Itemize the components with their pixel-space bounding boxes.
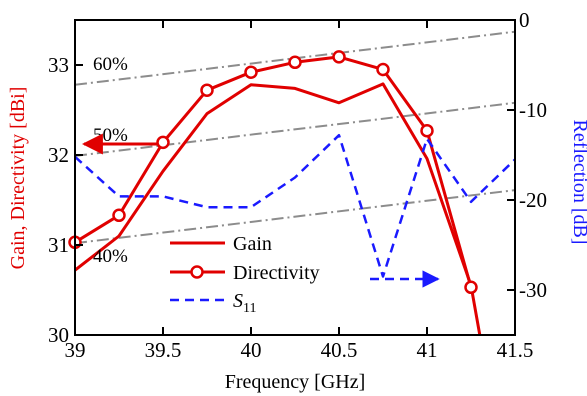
series-directivity-line bbox=[75, 55, 473, 288]
y-left-tick-label: 31 bbox=[48, 233, 69, 257]
efficiency-label-60pct: 60% bbox=[93, 54, 128, 75]
series-layer bbox=[75, 55, 515, 335]
directivity-point bbox=[200, 83, 214, 97]
y-right-tick-label: -30 bbox=[519, 278, 547, 302]
directivity-point bbox=[288, 55, 302, 70]
series-s11-line bbox=[75, 133, 515, 278]
x-tick-label: 39.5 bbox=[145, 338, 182, 362]
x-tick-label: 40.5 bbox=[321, 338, 358, 362]
directivity-point bbox=[376, 62, 390, 77]
y-left-axis-label: Gain, Directivity [dBi] bbox=[7, 87, 29, 270]
y-left-axis-ticks: 30 31 32 33 bbox=[48, 53, 83, 347]
x-tick-label: 41.5 bbox=[497, 338, 534, 362]
legend: Gain Directivity S11 bbox=[170, 233, 320, 316]
efficiency-line-40pct bbox=[75, 189, 515, 245]
y-left-tick-label: 32 bbox=[48, 143, 69, 167]
legend-directivity-marker bbox=[190, 265, 204, 279]
legend-s11-main: S bbox=[233, 290, 243, 312]
series-gain-line bbox=[75, 82, 482, 335]
legend-gain-label: Gain bbox=[233, 233, 272, 255]
x-tick-label: 39 bbox=[65, 338, 86, 362]
directivity-point bbox=[156, 135, 170, 150]
y-right-tick-label: 0 bbox=[519, 8, 530, 32]
marker-layer bbox=[68, 50, 478, 295]
efficiency-label-40pct: 40% bbox=[93, 246, 128, 267]
plot-frame bbox=[74, 19, 516, 336]
x-tick-label: 40 bbox=[241, 338, 262, 362]
legend-s11-label: S11 bbox=[233, 290, 256, 316]
x-axis-ticks: 39 39.5 40 40.5 41 41.5 bbox=[65, 20, 534, 362]
y-right-tick-label: -10 bbox=[519, 98, 547, 122]
y-right-tick-label: -20 bbox=[519, 188, 547, 212]
directivity-point bbox=[244, 65, 258, 79]
directivity-point bbox=[332, 50, 346, 64]
legend-directivity-label: Directivity bbox=[233, 262, 320, 284]
directivity-point bbox=[420, 123, 434, 138]
efficiency-labels: 60%50%40% bbox=[93, 54, 128, 267]
y-left-tick-label: 30 bbox=[48, 323, 69, 347]
x-tick-label: 41 bbox=[417, 338, 438, 362]
x-axis-label: Frequency [GHz] bbox=[225, 371, 366, 393]
directivity-point bbox=[464, 280, 478, 295]
y-right-axis-ticks: 0 -10 -20 -30 bbox=[507, 8, 547, 302]
directivity-point bbox=[112, 208, 126, 223]
y-left-tick-label: 33 bbox=[48, 53, 69, 77]
efficiency-line-50pct bbox=[75, 101, 515, 157]
legend-s11-sub: 11 bbox=[243, 301, 256, 316]
y-right-axis-label: Reflection [dB] bbox=[569, 120, 587, 245]
